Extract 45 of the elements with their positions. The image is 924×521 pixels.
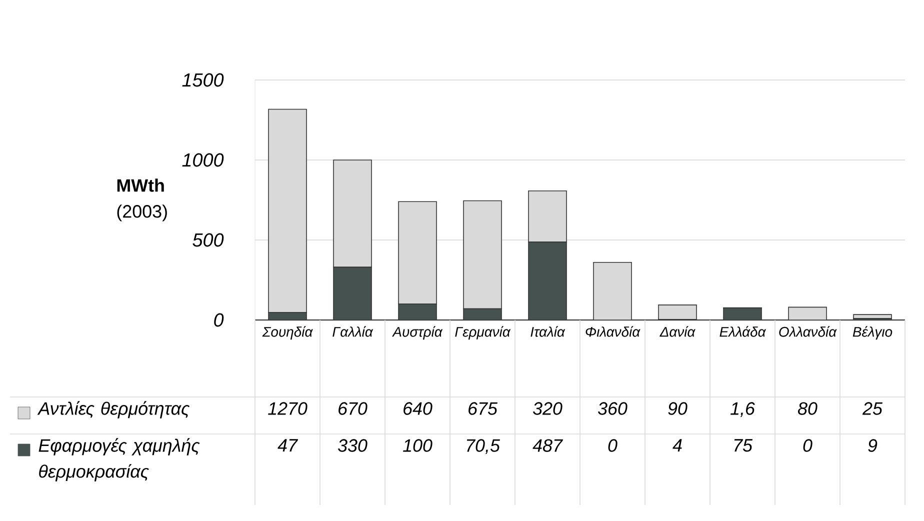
data-label: 1270 <box>268 402 308 415</box>
bar <box>398 201 437 304</box>
data-label: 75 <box>734 439 753 452</box>
legend-label: Εφαρμογές χαμηλής θερμοκρασίας <box>38 438 200 482</box>
data-label: 670 <box>338 402 368 415</box>
x-tick-label: Δανία <box>660 326 696 337</box>
data-label: 1,6 <box>730 402 755 418</box>
data-label: 4 <box>672 439 682 452</box>
bar <box>788 307 827 320</box>
data-label: 100 <box>403 439 432 452</box>
bar <box>528 190 567 242</box>
x-tick-label: Σουηδία <box>262 326 314 340</box>
bar <box>593 262 632 320</box>
data-label: 640 <box>404 402 432 415</box>
legend-label: Αντλίες θερμότητας <box>37 401 190 418</box>
y-tick-label: 500 <box>192 233 224 247</box>
y-axis-title: MWth (2003) <box>117 178 167 222</box>
y-tick-label: 1000 <box>182 153 224 167</box>
bar <box>463 200 502 310</box>
bar <box>268 108 307 313</box>
bar <box>658 304 697 320</box>
data-label: 487 <box>532 439 564 452</box>
data-label: 70,5 <box>466 439 500 454</box>
data-label: 25 <box>862 402 883 415</box>
y-tick-label: 1500 <box>182 73 224 87</box>
data-label: 360 <box>598 402 628 415</box>
x-tick-label: Γερμανία <box>455 326 511 340</box>
x-tick-label: Αυστρία <box>392 326 443 340</box>
data-label: 330 <box>338 439 368 452</box>
data-label: 9 <box>868 439 878 452</box>
data-label: 675 <box>468 402 498 415</box>
bar <box>333 160 372 268</box>
data-label: 47 <box>278 439 298 452</box>
y-tick-label: 0 <box>214 313 224 327</box>
data-label: 0 <box>608 439 618 452</box>
x-tick-label: Ολλανδία <box>779 326 837 337</box>
x-tick-label: Φιλανδία <box>586 326 640 337</box>
x-tick-label: Ιταλία <box>530 326 566 337</box>
data-label: 80 <box>798 402 818 415</box>
x-tick-label: Ελλάδα <box>720 326 766 337</box>
data-label: 0 <box>803 439 812 452</box>
data-label: 90 <box>668 402 688 415</box>
x-tick-label: Βέλγιο <box>852 326 892 340</box>
x-tick-label: Γαλλία <box>332 326 374 337</box>
data-label: 320 <box>532 402 562 415</box>
